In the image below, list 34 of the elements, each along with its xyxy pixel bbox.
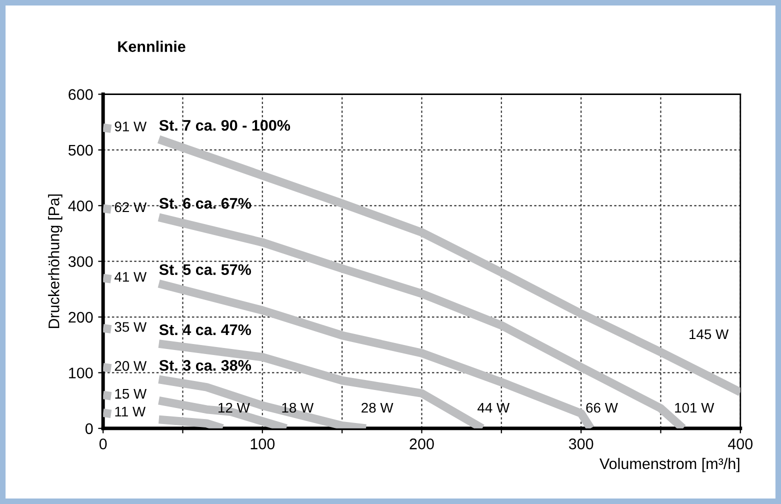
y-tick-label: 100: [69, 368, 93, 378]
x-tick-label: 200: [410, 438, 434, 450]
annotation: 62 W: [114, 202, 147, 212]
x-axis-title: Volumenstrom [m³/h]: [600, 458, 740, 472]
x-tick-label: 100: [250, 438, 275, 450]
y-tick-label: 400: [68, 200, 93, 212]
annotation: 28 W: [362, 402, 394, 413]
annotation: 41 W: [114, 272, 147, 282]
y-tick-label: 200: [68, 312, 93, 323]
x-tick-label: 0: [99, 438, 107, 450]
annotation: 66 W: [586, 402, 618, 413]
y-tick-label: 600: [68, 89, 93, 100]
annotation: 91 W: [114, 122, 147, 132]
annotation: 20 W: [114, 361, 147, 371]
series-label: St. 7 ca. 90 - 100%: [159, 120, 290, 131]
annotation: 12 W: [218, 402, 250, 413]
y-axis-title: Druckerhöhung [Pa]: [48, 194, 62, 328]
x-tick-label: 300: [568, 438, 594, 450]
series-label: St. 6 ca. 67%: [159, 198, 252, 209]
y-tick-label: 0: [85, 423, 93, 434]
x-tick-label: 400: [728, 438, 753, 450]
annotation: 35 W: [114, 322, 147, 332]
annotation: 18 W: [282, 402, 314, 413]
series-label: St. 4 ca. 47%: [159, 324, 252, 336]
y-tick-label: 500: [68, 144, 93, 156]
annotation: 101 W: [675, 402, 714, 413]
y-tick-label: 300: [68, 256, 93, 268]
annotation: 15 W: [115, 389, 147, 399]
chart-title: Kennlinie: [118, 40, 186, 52]
series-label: St. 3 ca. 38%: [159, 360, 252, 371]
annotation: 44 W: [478, 402, 510, 413]
annotation: 145 W: [690, 329, 729, 340]
annotation: 11 W: [115, 406, 146, 416]
series-label: St. 5 ca. 57%: [159, 264, 252, 276]
